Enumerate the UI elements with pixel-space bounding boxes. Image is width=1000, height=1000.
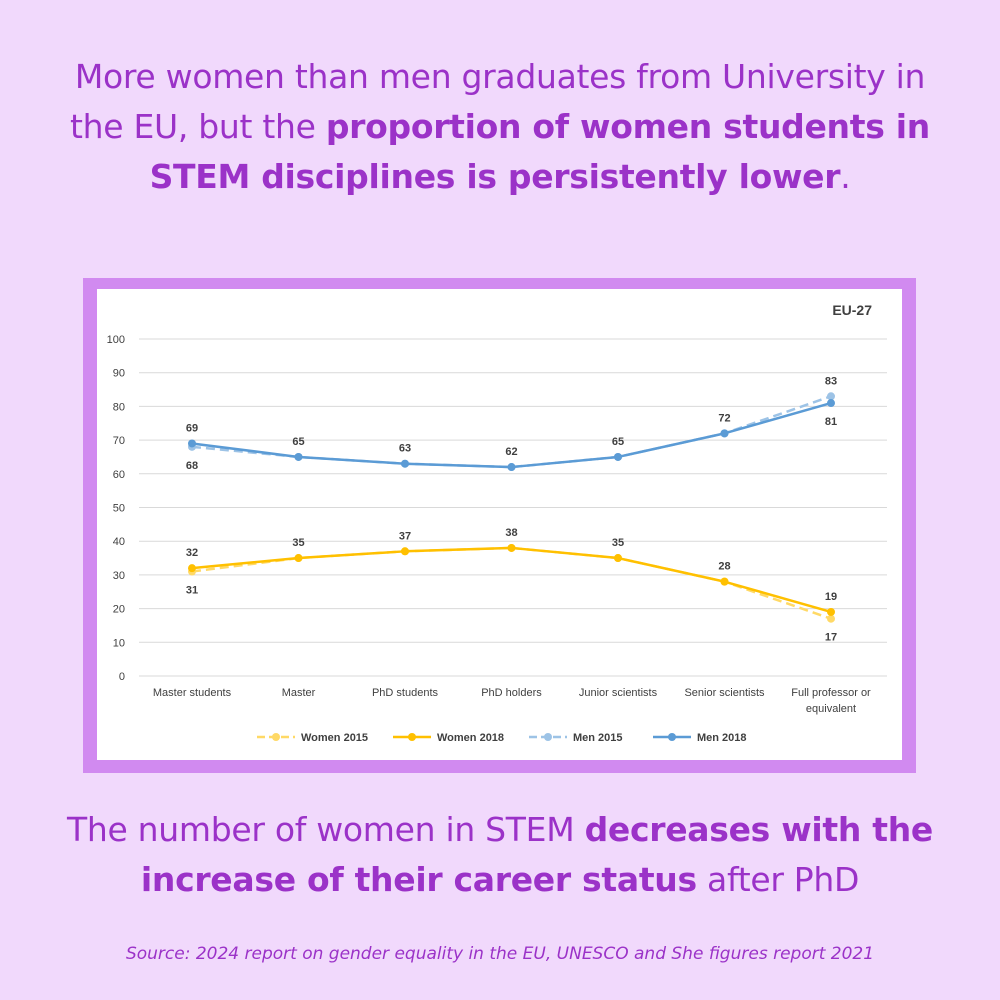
chart-frame: 0 10 20 30 40 50 60 70 80 90 100 Master students Mas… xyxy=(83,278,916,773)
region-label: EU-27 xyxy=(832,302,872,318)
y-tick-label: 40 xyxy=(113,536,125,548)
data-label: 17 xyxy=(825,632,837,644)
x-tick-label-line: Junior scientists xyxy=(579,687,658,699)
headline-text-1: More women than men graduates from Unive… xyxy=(70,57,926,146)
chart-panel: 0 10 20 30 40 50 60 70 80 90 100 Master students Mas… xyxy=(97,289,902,760)
y-tick-label: 90 xyxy=(113,368,125,380)
data-point xyxy=(614,554,622,563)
data-label: 68 xyxy=(186,460,198,472)
data-label: 28 xyxy=(718,561,730,573)
data-label: 35 xyxy=(612,537,624,549)
data-label: 65 xyxy=(612,436,624,448)
y-tick-label: 70 xyxy=(113,435,125,447)
headline-text-2: . xyxy=(840,157,851,196)
x-tick-label: Senior scientists xyxy=(684,687,765,699)
data-point xyxy=(720,577,729,586)
legend-label: Men 2015 xyxy=(573,732,623,744)
data-label: 35 xyxy=(292,537,304,549)
x-tick-label: Master xyxy=(282,687,316,699)
data-label: 19 xyxy=(825,591,837,603)
data-label: 32 xyxy=(186,547,198,559)
legend-marker xyxy=(668,733,676,741)
headline: More women than men graduates from Unive… xyxy=(60,52,940,202)
legend-label: Women 2018 xyxy=(437,732,504,744)
x-tick-label: Master students xyxy=(153,687,232,699)
y-tick-label: 80 xyxy=(113,401,125,413)
data-label: 81 xyxy=(825,416,837,428)
data-point xyxy=(294,452,303,461)
data-label: 62 xyxy=(505,446,517,458)
subline-emphasis: decreases with the increase of their car… xyxy=(140,810,934,899)
legend-marker xyxy=(272,733,280,741)
y-tick-label: 50 xyxy=(113,503,125,515)
x-tick-label-line: Full professor or xyxy=(791,687,871,699)
data-label: 72 xyxy=(718,412,730,424)
x-tick-label: Full professor or equivalent xyxy=(791,687,871,715)
y-tick-label: 20 xyxy=(113,604,125,616)
y-tick-label: 0 xyxy=(119,671,125,683)
x-tick-label-line: Senior scientists xyxy=(684,687,765,699)
data-point xyxy=(401,547,409,556)
subline: The number of women in STEM decreases wi… xyxy=(40,805,960,905)
x-tick-label: Junior scientists xyxy=(579,687,658,699)
data-point xyxy=(188,439,196,448)
data-point xyxy=(720,429,729,438)
subline-text-1: The number of women in STEM xyxy=(66,810,585,849)
x-tick-label: PhD holders xyxy=(481,687,542,699)
data-label: 63 xyxy=(399,443,411,455)
data-point xyxy=(188,564,196,573)
data-point xyxy=(827,614,835,623)
x-tick-label: PhD students xyxy=(372,687,439,699)
source-note: Source: 2024 report on gender equality i… xyxy=(125,944,875,964)
y-tick-label: 100 xyxy=(107,334,125,346)
data-point xyxy=(827,399,835,408)
subline-text-2: after PhD xyxy=(696,860,860,899)
line-chart: 0 10 20 30 40 50 60 70 80 90 100 Master students Mas… xyxy=(107,334,887,744)
y-tick-label: 10 xyxy=(113,637,125,649)
y-tick-label: 60 xyxy=(113,469,125,481)
headline-emphasis: proportion of women students in STEM dis… xyxy=(149,107,931,196)
x-tick-label-line: equivalent xyxy=(806,703,856,715)
data-label: 38 xyxy=(505,527,517,539)
y-tick-label: 30 xyxy=(113,570,125,582)
data-point xyxy=(294,554,303,563)
legend-marker xyxy=(544,733,552,741)
data-point xyxy=(614,452,622,461)
series-line-women-2018 xyxy=(191,546,832,614)
data-label: 83 xyxy=(825,375,837,387)
data-label: 31 xyxy=(186,585,198,597)
x-tick-label-line: Master xyxy=(282,687,316,699)
data-point xyxy=(507,463,516,472)
data-point xyxy=(827,392,835,401)
legend-label: Men 2018 xyxy=(697,732,747,744)
data-point xyxy=(507,543,516,552)
legend-marker xyxy=(408,733,416,741)
x-tick-label-line: PhD students xyxy=(372,687,439,699)
x-tick-label-line: PhD holders xyxy=(481,687,542,699)
data-point xyxy=(827,607,835,616)
data-label: 37 xyxy=(399,530,411,542)
data-label: 69 xyxy=(186,422,198,434)
x-tick-label-line: Master students xyxy=(153,687,232,699)
data-point xyxy=(401,459,409,468)
data-label: 65 xyxy=(292,436,304,448)
legend-label: Women 2015 xyxy=(301,732,368,744)
